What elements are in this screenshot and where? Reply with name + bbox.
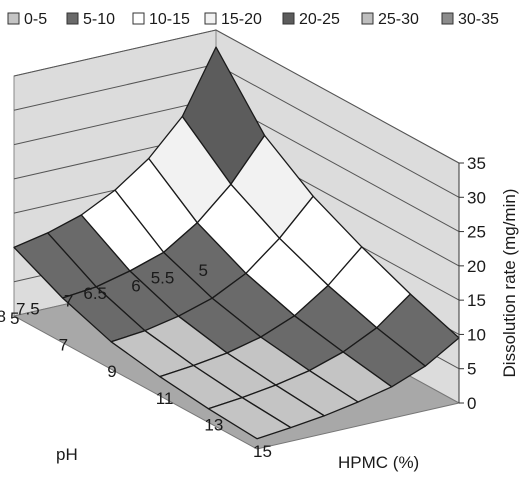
z-tick-label: 0 <box>467 394 476 413</box>
z-tick-label: 20 <box>467 257 486 276</box>
x-tick-label: 7 <box>59 336 68 355</box>
y-axis-title: pH <box>56 445 78 464</box>
x-tick-label: 13 <box>204 415 223 434</box>
z-tick-label: 5 <box>467 360 476 379</box>
x-tick-label: 15 <box>253 442 272 461</box>
surface-facet <box>207 396 292 440</box>
legend-label: 30-35 <box>458 11 499 28</box>
z-tick-label: 30 <box>467 188 486 207</box>
chart-axes: 0 5 10 15 20 25 30 35 Dissolution rate (mg/min) 8… <box>0 154 519 472</box>
x-tick-label: 5 <box>10 309 19 328</box>
x-axis-title: HPMC (%) <box>338 453 419 472</box>
legend-swatch <box>282 12 295 25</box>
gridline <box>13 29 460 164</box>
z-tick-label: 10 <box>467 325 486 344</box>
z-tick-label: 35 <box>467 154 486 173</box>
legend-swatch <box>441 12 454 25</box>
legend: 0-5 5-10 10-15 15-20 20-25 25-30 30-35 <box>7 11 499 28</box>
y-tick-label: 6.5 <box>83 284 107 303</box>
y-tick-label: 8 <box>0 307 6 326</box>
legend-label: 25-30 <box>378 11 419 28</box>
legend-label: 5-10 <box>83 11 115 28</box>
y-tick-label: 7.5 <box>16 299 40 318</box>
y-tick-label: 5 <box>199 261 208 280</box>
z-axis-title: Dissolution rate (mg/min) <box>500 189 519 378</box>
legend-label: 20-25 <box>299 11 340 28</box>
legend-swatch <box>66 12 79 25</box>
y-tick-label: 7 <box>64 292 73 311</box>
y-tick-label: 6 <box>131 276 140 295</box>
surface-plot <box>13 46 460 440</box>
y-tick-label: 5.5 <box>151 269 175 288</box>
legend-swatch <box>7 12 20 25</box>
x-tick-label: 11 <box>156 389 174 408</box>
legend-swatch <box>361 12 374 25</box>
z-tick-label: 25 <box>467 223 486 242</box>
z-tick-label: 15 <box>467 291 486 310</box>
legend-label: 10-15 <box>149 11 190 28</box>
legend-label: 15-20 <box>221 11 262 28</box>
legend-swatch <box>132 12 145 25</box>
legend-label: 0-5 <box>24 11 47 28</box>
x-tick-label: 9 <box>107 362 116 381</box>
legend-swatch <box>204 12 217 25</box>
